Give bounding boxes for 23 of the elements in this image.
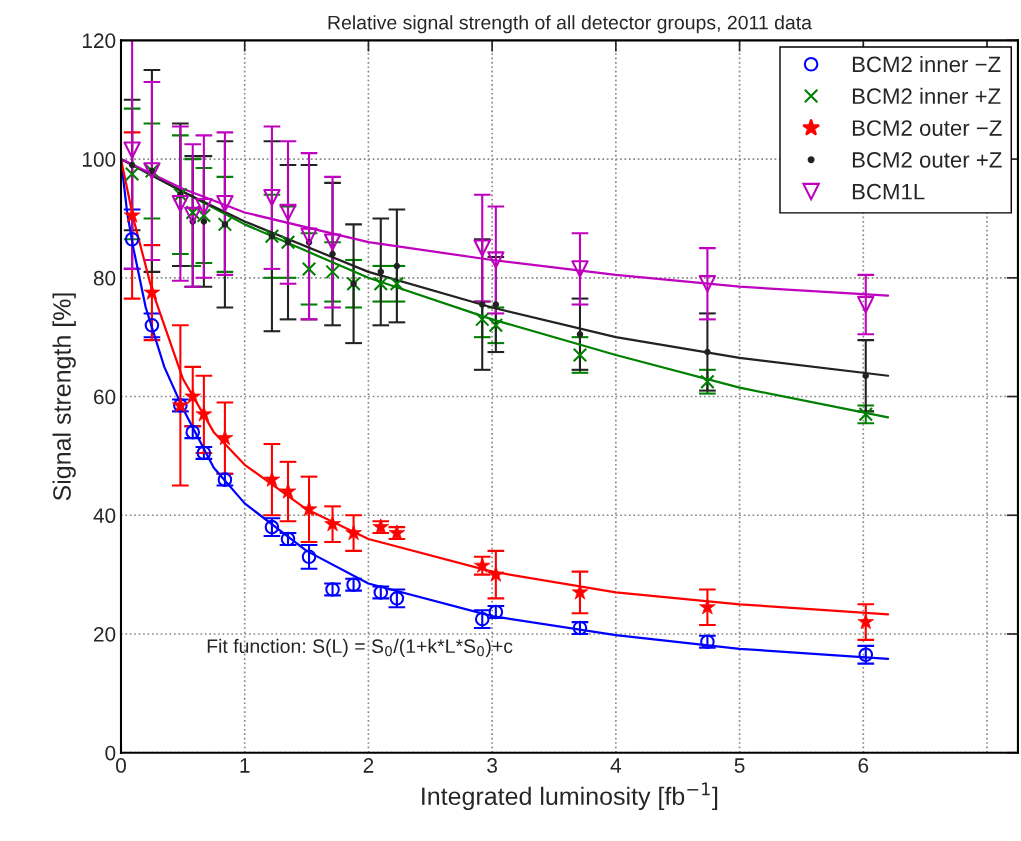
y-tick-label: 100 [82, 152, 116, 167]
y-tick-label: 60 [94, 389, 116, 405]
legend-label: BCM2 inner +Z [852, 87, 1001, 105]
legend-label: BCM2 inner −Z [852, 55, 1001, 73]
legend-label: BCM1L [852, 183, 925, 200]
annotation: Fit function: S(L) = S$_{0}$/(1+k*L*S$_{0}$)+c [207, 638, 513, 657]
chart-title: Relative signal strength of all detector groups, 2011 data [328, 15, 812, 34]
x-axis-title: Integrated luminosity [fb$^{−1}$] [422, 782, 718, 811]
y-axis-title: Signal strength [%] [52, 293, 76, 501]
x-tick-label: 3 [487, 758, 498, 773]
y-tick-label: 40 [93, 508, 116, 524]
x-tick-label: 5 [734, 758, 745, 773]
x-tick-label: 4 [610, 758, 622, 773]
x-tick-label: 0 [116, 758, 126, 773]
legend-label: BCM2 outer +Z [852, 151, 1002, 168]
x-tick-label: 2 [363, 758, 374, 773]
legend-label: BCM2 outer −Z [852, 120, 1002, 136]
y-tick-label: 20 [94, 626, 116, 642]
y-tick-label: 80 [93, 270, 116, 286]
y-tick-label: 120 [82, 33, 116, 49]
x-tick-label: 1 [240, 758, 250, 773]
x-tick-label: 6 [858, 758, 869, 773]
y-tick-label: 0 [105, 745, 116, 761]
